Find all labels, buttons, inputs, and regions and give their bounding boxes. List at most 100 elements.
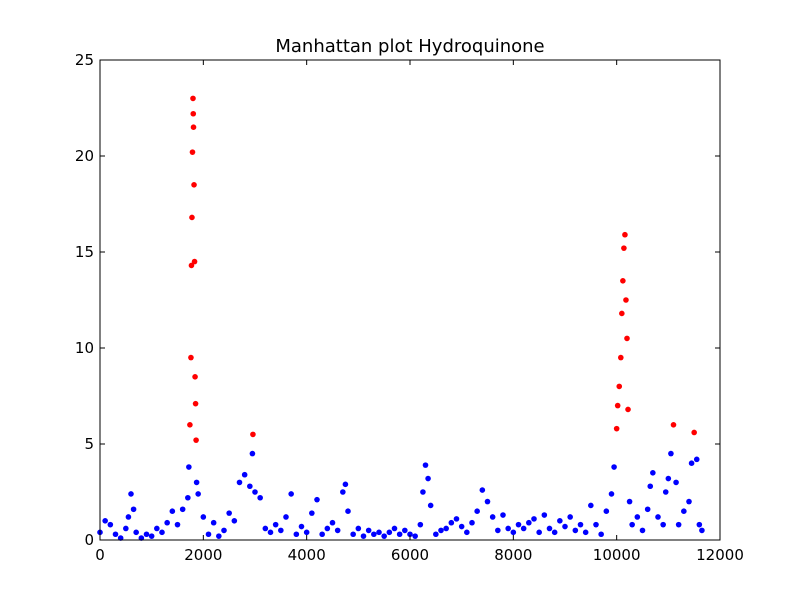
data-point [626, 498, 633, 505]
data-point [241, 471, 248, 478]
data-point [309, 510, 315, 516]
data-point [107, 521, 114, 528]
data-point [420, 489, 426, 495]
data-point [164, 519, 170, 526]
data-point [112, 531, 119, 538]
data-point [188, 354, 194, 361]
x-axis: 0 2000 4000 6000 8000 10000 12000 [95, 60, 744, 564]
data-point [469, 519, 475, 526]
data-point [433, 531, 439, 538]
data-point [515, 521, 522, 528]
data-point [619, 310, 625, 317]
data-point [193, 437, 199, 443]
data-point [186, 464, 192, 470]
y-tick-label: 25 [75, 51, 94, 69]
data-point [191, 258, 198, 265]
data-point [484, 498, 491, 505]
data-point [572, 527, 579, 534]
data-point [102, 518, 108, 524]
data-point [686, 498, 692, 505]
data-point [407, 531, 413, 538]
data-point [221, 527, 227, 534]
data-point [567, 514, 573, 520]
data-point [324, 525, 331, 532]
data-point [371, 531, 377, 538]
data-point [192, 400, 199, 407]
data-point [675, 521, 682, 528]
data-point [448, 519, 455, 526]
data-point [479, 487, 486, 493]
data-point [611, 464, 617, 470]
data-point [536, 529, 542, 536]
data-point [250, 431, 256, 438]
data-point [443, 525, 449, 532]
data-point [283, 514, 289, 520]
data-point [510, 529, 517, 536]
data-point [622, 231, 628, 238]
data-point [425, 475, 431, 482]
data-point [608, 491, 615, 497]
data-point [174, 521, 181, 528]
data-point [159, 529, 165, 536]
data-point [130, 506, 137, 513]
data-point [319, 531, 325, 538]
data-point [650, 470, 656, 476]
x-tick-label: 12000 [696, 546, 744, 564]
data-point [185, 494, 191, 501]
data-point [402, 527, 408, 534]
x-tick-label: 0 [95, 546, 105, 564]
data-points [97, 95, 705, 541]
data-point [200, 514, 207, 520]
data-point [123, 525, 129, 532]
data-point [603, 508, 610, 514]
data-point [205, 531, 212, 538]
data-point [133, 529, 139, 536]
data-point [618, 354, 624, 361]
data-point [257, 494, 263, 501]
x-tick-label: 10000 [593, 546, 641, 564]
data-point [342, 481, 349, 488]
data-point [376, 529, 382, 536]
y-tick-label: 15 [75, 243, 94, 261]
data-point [673, 479, 679, 486]
data-point [247, 483, 253, 490]
data-point [625, 406, 631, 413]
data-point [350, 531, 356, 538]
data-point [458, 523, 465, 530]
data-point [138, 535, 145, 541]
data-point [210, 519, 217, 526]
data-point [693, 456, 700, 463]
data-point [288, 491, 294, 497]
data-point [417, 521, 424, 528]
data-point [639, 527, 646, 534]
data-point [252, 489, 258, 495]
data-point [696, 521, 703, 528]
y-tick-label: 20 [75, 147, 94, 165]
data-point [216, 533, 222, 539]
data-point [634, 514, 641, 520]
data-point [541, 512, 548, 518]
data-point [360, 533, 367, 539]
data-point [189, 214, 195, 221]
data-point [154, 525, 160, 532]
data-point [365, 527, 372, 534]
data-point [464, 529, 470, 536]
data-point [453, 516, 460, 522]
data-point [231, 518, 238, 524]
data-point [699, 527, 705, 534]
data-point [505, 525, 511, 532]
data-point [128, 491, 134, 497]
data-point [620, 278, 626, 284]
data-point [187, 422, 193, 428]
data-point [381, 533, 387, 539]
data-point [662, 489, 669, 495]
data-point [614, 402, 621, 409]
data-point [412, 533, 418, 539]
data-point [298, 523, 305, 530]
data-point [396, 531, 403, 538]
data-point [688, 460, 695, 467]
data-point [660, 521, 666, 528]
data-point [391, 525, 398, 532]
